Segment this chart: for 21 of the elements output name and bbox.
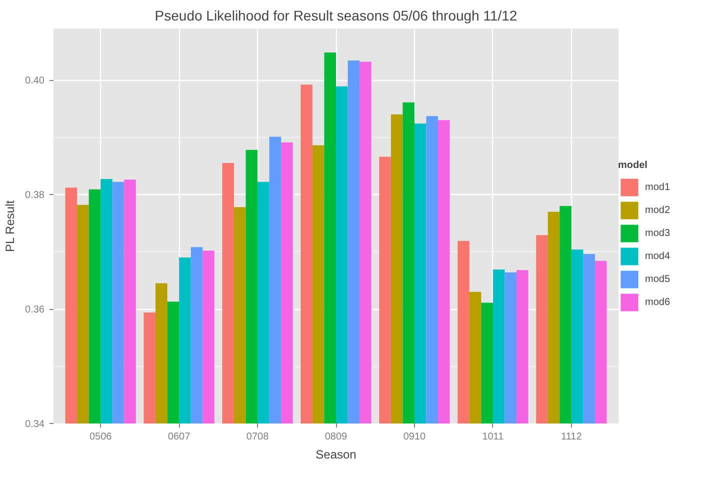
x-axis-title: Season bbox=[316, 448, 356, 462]
y-tick-label: 0.40 bbox=[25, 76, 45, 87]
y-axis-title: PL Result bbox=[3, 200, 18, 252]
legend-label: mod4 bbox=[645, 250, 670, 262]
chart-title: Pseudo Likelihood for Result seasons 05/06 through 11/12 bbox=[154, 8, 518, 24]
y-tick-label: 0.38 bbox=[25, 190, 45, 202]
x-tick-label: 0809 bbox=[324, 432, 348, 442]
x-tick-label: 1011 bbox=[482, 432, 504, 442]
y-tick-label: 0.34 bbox=[25, 419, 45, 430]
x-tick-label: 0708 bbox=[246, 432, 270, 442]
legend-label: mod6 bbox=[645, 296, 670, 308]
y-tick-label: 0.36 bbox=[25, 304, 45, 316]
legend-label: mod1 bbox=[645, 182, 670, 192]
x-tick-label: 0910 bbox=[403, 432, 426, 442]
x-tick-label: 1112 bbox=[561, 432, 582, 442]
legend-label: mod3 bbox=[645, 228, 670, 238]
legend-label: mod5 bbox=[645, 274, 670, 284]
legend-label: mod2 bbox=[645, 204, 670, 216]
x-tick-label: 0607 bbox=[168, 432, 191, 442]
x-tick-label: 0506 bbox=[89, 432, 112, 442]
legend-title: model bbox=[618, 160, 648, 171]
